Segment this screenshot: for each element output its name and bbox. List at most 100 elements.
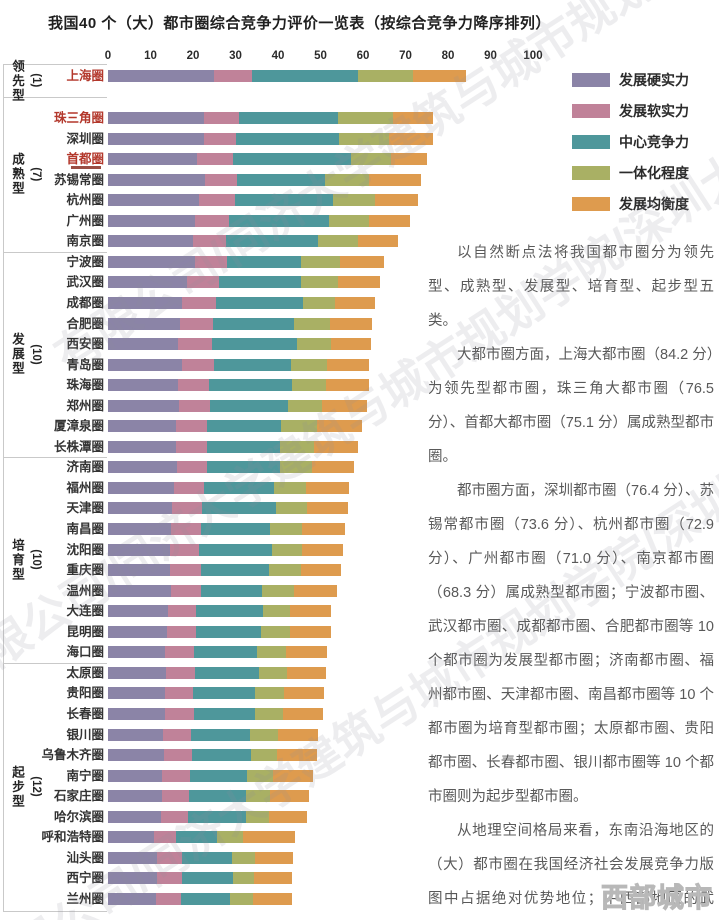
bar-segment-发展硬实力 <box>108 564 170 577</box>
bar-segment-发展硬实力 <box>108 70 215 82</box>
bar-segment-发展硬实力 <box>108 379 179 392</box>
bar-segment-发展硬实力 <box>108 810 162 823</box>
bar-segment-发展软实力 <box>182 358 215 371</box>
metro-label: 珠三角圈 <box>53 111 104 125</box>
bar-segment-发展软实力 <box>165 687 193 700</box>
bar-segment-发展硬实力 <box>108 112 204 124</box>
bar-segment-中心竞争力 <box>206 420 281 433</box>
legend-label: 一体化程度 <box>619 165 689 181</box>
bar-segment-发展均衡度 <box>283 707 324 720</box>
metro-label: 昆明圈 <box>66 624 104 639</box>
bar-segment-发展硬实力 <box>108 851 157 864</box>
bar-segment-发展均衡度 <box>368 173 421 186</box>
bar-segment-发展硬实力 <box>108 728 164 741</box>
bar-segment-发展均衡度 <box>331 338 371 351</box>
bar-segment-发展硬实力 <box>108 440 176 453</box>
bar-segment-发展硬实力 <box>108 892 157 905</box>
bar-segment-发展均衡度 <box>393 112 434 124</box>
bar-segment-中心竞争力 <box>200 584 263 597</box>
stacked-bar <box>108 892 292 905</box>
bar-segment-一体化程度 <box>279 461 312 474</box>
stacked-bar <box>108 666 327 679</box>
legend-label: 中心竞争力 <box>619 134 689 150</box>
bar-segment-发展软实力 <box>164 749 192 762</box>
bar-segment-发展硬实力 <box>108 872 157 885</box>
stacked-bar <box>108 481 349 494</box>
bar-segment-中心竞争力 <box>209 379 293 392</box>
capital-circle-subnote <box>71 166 101 170</box>
bar-segment-发展软实力 <box>203 112 240 124</box>
legend-label: 发展硬实力 <box>619 72 689 88</box>
stacked-bar <box>108 173 421 186</box>
bar-segment-发展软实力 <box>170 523 202 535</box>
metro-label: 海口圈 <box>66 645 104 660</box>
bar-segment-中心竞争力 <box>236 132 339 145</box>
bar-segment-发展软实力 <box>186 276 219 289</box>
metro-label: 西安圈 <box>66 337 104 352</box>
bar-segment-发展均衡度 <box>290 625 331 638</box>
bar-segment-发展均衡度 <box>276 749 318 762</box>
bar-segment-中心竞争力 <box>181 872 233 885</box>
stacked-bar <box>108 646 327 659</box>
bar-segment-一体化程度 <box>247 769 273 782</box>
stacked-bar <box>108 523 345 535</box>
bar-segment-一体化程度 <box>301 276 338 289</box>
bar-segment-发展软实力 <box>214 70 252 82</box>
legend-swatch <box>572 104 610 118</box>
bar-segment-中心竞争力 <box>195 666 259 679</box>
bar-segment-发展硬实力 <box>108 153 198 166</box>
bar-segment-中心竞争力 <box>215 296 303 309</box>
x-axis-tick: 100 <box>523 50 543 62</box>
page-title: 我国40 个（大）都市圈综合竞争力评价一览表（按综合竞争力降序排列） <box>48 15 551 32</box>
stacked-bar <box>108 790 310 803</box>
bar-segment-发展均衡度 <box>286 646 327 659</box>
bar-segment-中心竞争力 <box>210 399 289 412</box>
bar-segment-中心竞争力 <box>194 646 257 659</box>
bar-segment-中心竞争力 <box>196 625 261 638</box>
bar-segment-一体化程度 <box>232 872 255 885</box>
bar-segment-发展均衡度 <box>317 420 362 433</box>
stacked-bar <box>108 707 324 720</box>
bar-segment-发展软实力 <box>165 646 195 659</box>
bar-segment-一体化程度 <box>229 892 254 905</box>
bar-segment-一体化程度 <box>231 851 256 864</box>
bar-segment-发展硬实力 <box>108 584 171 597</box>
bar-segment-一体化程度 <box>329 214 370 227</box>
bar-segment-发展硬实力 <box>108 481 174 494</box>
bar-segment-发展均衡度 <box>302 543 343 556</box>
stacked-bar <box>108 296 375 309</box>
bar-segment-一体化程度 <box>324 173 369 186</box>
bar-segment-中心竞争力 <box>189 769 248 782</box>
bar-segment-发展软实力 <box>162 790 190 803</box>
stacked-bar <box>108 276 380 289</box>
metro-label: 成都圈 <box>66 295 104 310</box>
bar-segment-发展硬实力 <box>108 420 176 433</box>
bar-segment-中心竞争力 <box>251 70 358 82</box>
metro-label: 广州圈 <box>66 213 104 228</box>
stacked-bar <box>108 235 399 248</box>
stacked-bar <box>108 810 308 823</box>
bar-segment-发展均衡度 <box>326 358 370 371</box>
bar-segment-发展均衡度 <box>369 214 410 227</box>
stacked-bar <box>108 605 331 618</box>
bar-segment-发展软实力 <box>176 440 208 453</box>
bar-segment-一体化程度 <box>280 420 318 433</box>
bar-segment-中心竞争力 <box>201 523 271 535</box>
bar-segment-一体化程度 <box>290 358 327 371</box>
bar-segment-发展软实力 <box>173 481 204 494</box>
metro-label: 济南圈 <box>66 460 104 475</box>
bar-segment-发展均衡度 <box>300 564 341 577</box>
stacked-bar <box>108 379 369 392</box>
legend-swatch <box>572 166 610 180</box>
bar-segment-发展硬实力 <box>108 132 205 145</box>
bar-segment-发展软实力 <box>169 564 201 577</box>
bar-segment-发展软实力 <box>180 317 213 330</box>
metro-label: 重庆圈 <box>66 563 104 578</box>
bar-segment-发展软实力 <box>204 132 237 145</box>
bar-segment-中心竞争力 <box>175 831 218 844</box>
bar-segment-一体化程度 <box>317 235 358 248</box>
bar-segment-发展均衡度 <box>375 194 418 207</box>
bar-segment-一体化程度 <box>262 584 295 597</box>
bar-segment-中心竞争力 <box>182 851 232 864</box>
metro-label: 上海圈 <box>66 69 104 83</box>
